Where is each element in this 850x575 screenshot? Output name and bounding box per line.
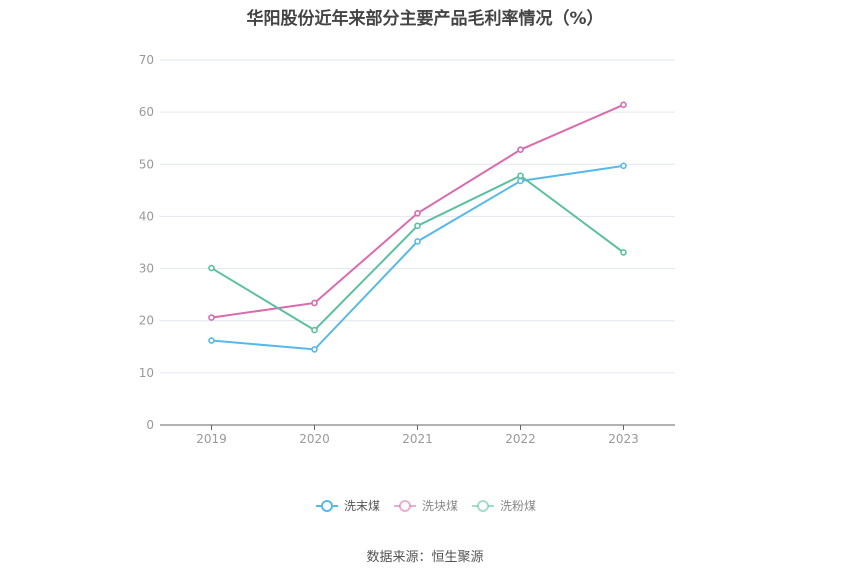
data-point[interactable] [208,337,215,344]
y-tick-label: 40 [139,209,154,223]
legend-marker [477,500,489,512]
data-point[interactable] [620,162,627,170]
data-point[interactable] [208,314,215,321]
legend: 洗末煤 洗块煤 洗粉煤 [316,499,536,513]
data-point[interactable] [620,101,627,109]
y-tick-label: 20 [139,314,154,328]
y-tick-label: 60 [139,105,154,119]
legend-label: 洗末煤 [344,499,380,513]
legend-label: 洗块煤 [422,499,458,513]
x-tick-label: 2023 [608,432,639,446]
data-point[interactable] [414,210,421,217]
y-tick-label: 0 [146,418,154,432]
y-tick-label: 30 [139,262,154,276]
chart-title: 华阳股份近年来部分主要产品毛利率情况（%） [246,9,604,29]
data-point[interactable] [517,146,524,153]
data-point[interactable] [620,249,627,256]
series-line [211,164,624,351]
x-tick-label: 2022 [505,432,536,446]
data-point[interactable] [311,326,318,334]
legend-item[interactable]: 洗块煤 [394,499,458,513]
data-point[interactable] [414,238,421,245]
x-tick-label: 2020 [299,432,330,446]
data-point[interactable] [208,264,215,272]
legend-item[interactable]: 洗粉煤 [472,499,536,513]
data-point[interactable] [414,222,421,230]
data-point[interactable] [311,346,318,353]
x-tick-label: 2021 [402,432,433,446]
data-point[interactable] [517,177,524,185]
legend-label: 洗粉煤 [500,499,536,513]
y-tick-label: 50 [139,157,154,171]
x-tick-label: 2019 [196,432,227,446]
data-point[interactable] [517,172,524,180]
axes: 0 10 20 30 40 50 60 70 2019 2020 2021 2022 2023 [139,53,675,446]
data-point[interactable] [311,299,318,307]
y-tick-label: 70 [139,53,154,67]
y-tick-label: 10 [139,366,154,380]
legend-marker [321,500,333,512]
source-note: 数据来源：恒生聚源 [366,550,484,565]
series-lines [208,101,627,353]
legend-item[interactable]: 洗末煤 [316,499,380,513]
series-line [210,174,625,332]
legend-marker [399,500,411,512]
